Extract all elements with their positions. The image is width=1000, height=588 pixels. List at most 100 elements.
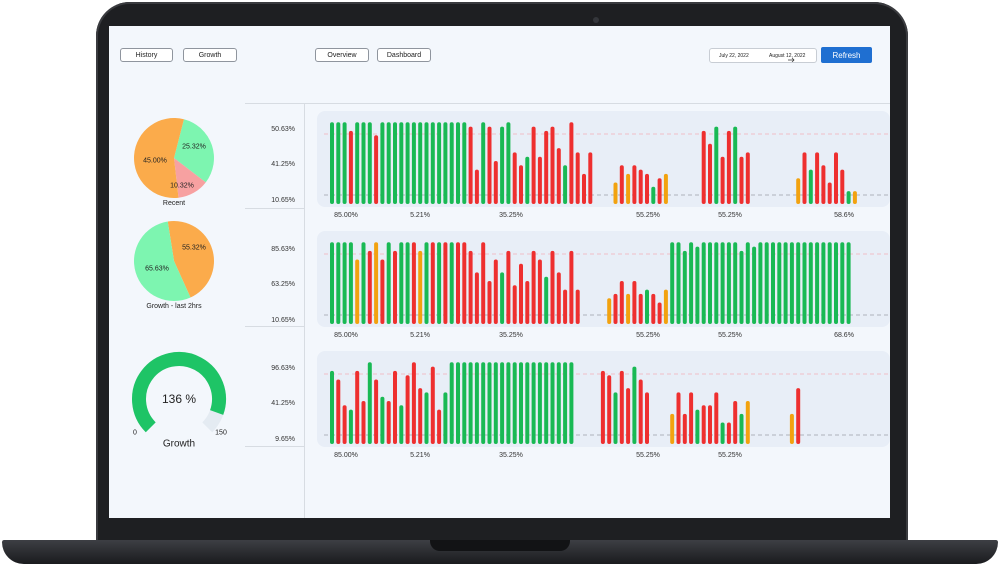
pie-slice <box>134 118 184 198</box>
bar <box>393 370 397 444</box>
bar <box>701 130 706 204</box>
row-divider <box>245 208 304 209</box>
bar <box>745 401 750 444</box>
bar <box>632 366 637 444</box>
bar <box>739 250 744 324</box>
bar <box>626 293 631 324</box>
bar <box>393 250 397 324</box>
y-tick-label: 41.25% <box>271 161 295 168</box>
bar <box>468 126 473 204</box>
bar <box>348 409 353 444</box>
bar <box>367 362 372 444</box>
bar <box>330 122 334 204</box>
pie-growth-slice-label: 65.63% <box>145 265 169 273</box>
bar <box>487 281 492 324</box>
bar <box>355 370 360 444</box>
bar <box>367 122 372 204</box>
bar <box>588 152 593 204</box>
axis-divider <box>304 104 305 518</box>
refresh-button[interactable]: Refresh <box>821 47 872 63</box>
x-label: 68.6% <box>834 332 854 339</box>
bar <box>821 165 826 204</box>
overview-button[interactable]: Overview <box>315 48 369 62</box>
bar <box>342 405 347 444</box>
pie-slice <box>174 119 214 183</box>
bar <box>575 152 580 204</box>
bar <box>487 362 492 444</box>
date-end: August 12, 2022 <box>769 53 806 59</box>
bar <box>537 362 542 444</box>
bar <box>399 405 404 444</box>
bar <box>456 242 460 324</box>
bar <box>846 191 851 204</box>
bar <box>481 122 486 204</box>
bar <box>336 242 341 324</box>
bar <box>443 122 448 204</box>
x-label: 55.25% <box>718 452 742 459</box>
bar <box>840 169 845 204</box>
bar <box>613 182 618 204</box>
bar <box>468 250 473 324</box>
bar <box>752 246 757 324</box>
growth-button[interactable]: Growth <box>183 48 237 62</box>
bar <box>569 250 574 324</box>
x-label: 55.25% <box>718 332 742 339</box>
bar <box>720 156 725 204</box>
bar <box>651 186 656 204</box>
pie-recent-slice-label: 25.32% <box>182 143 206 151</box>
bar <box>361 401 366 444</box>
bar <box>645 173 649 204</box>
bar <box>834 152 838 204</box>
pie-slice <box>167 220 215 298</box>
bar <box>437 122 442 204</box>
bar <box>443 242 448 324</box>
bar <box>361 242 366 324</box>
bar <box>336 379 341 444</box>
bar <box>695 246 700 324</box>
bar <box>355 259 360 324</box>
bar <box>777 242 782 324</box>
bar <box>493 161 498 204</box>
bar <box>537 156 542 204</box>
row-divider <box>245 326 304 327</box>
bar <box>355 122 360 204</box>
y-tick-label: 9.65% <box>275 436 295 443</box>
bar <box>506 362 511 444</box>
bar <box>411 242 416 324</box>
bar <box>348 242 353 324</box>
bar <box>537 259 542 324</box>
date-range-picker[interactable]: July 22, 2022 August 12, 2022 <box>709 48 817 63</box>
bar <box>361 122 366 204</box>
bar <box>619 165 624 204</box>
x-label: 5.21% <box>410 212 430 219</box>
bar <box>449 362 454 444</box>
bar <box>689 392 694 444</box>
laptop-notch <box>430 540 570 551</box>
bar <box>424 242 429 324</box>
y-tick-label: 50.63% <box>271 126 295 133</box>
bar <box>405 375 410 444</box>
bar <box>556 148 561 204</box>
bar <box>682 413 687 444</box>
x-label: 35.25% <box>499 452 523 459</box>
gauge-max: 150 <box>215 429 227 437</box>
bar <box>613 392 618 444</box>
bar <box>474 169 479 204</box>
bar <box>657 178 662 204</box>
bar <box>607 298 612 324</box>
bar <box>726 242 731 324</box>
bar <box>834 242 838 324</box>
bar <box>348 130 353 204</box>
bar <box>437 242 442 324</box>
bar <box>815 152 820 204</box>
bar <box>808 242 813 324</box>
row-divider <box>245 446 304 447</box>
history-button[interactable]: History <box>120 48 173 62</box>
bar <box>424 392 429 444</box>
bar <box>374 379 379 444</box>
bar <box>393 122 397 204</box>
bar <box>739 156 744 204</box>
bar <box>481 362 486 444</box>
dashboard-button[interactable]: Dashboard <box>377 48 431 62</box>
bar <box>525 281 530 324</box>
